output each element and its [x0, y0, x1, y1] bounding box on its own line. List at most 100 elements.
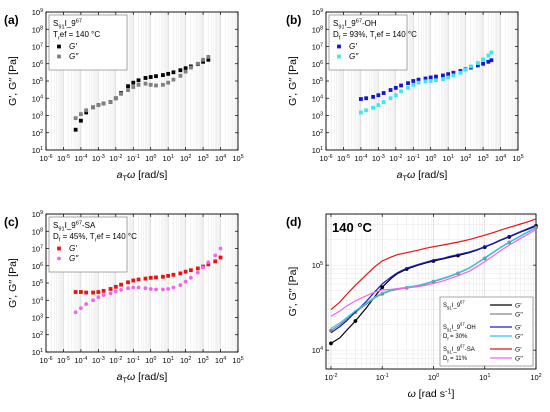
data-point	[96, 295, 101, 300]
x-tick-label: 102	[180, 356, 191, 365]
data-point	[79, 118, 83, 123]
y-tick-label: 103	[32, 314, 43, 323]
data-point	[108, 100, 113, 104]
data-point	[206, 260, 211, 265]
data-point	[79, 306, 83, 311]
y-tick-label: 109	[32, 8, 43, 17]
y-tick-label: 106	[312, 60, 323, 69]
x-tick-label: 10-3	[92, 356, 105, 365]
y-axis-title: G′, G′′ [Pa]	[287, 267, 299, 317]
data-point	[161, 274, 165, 279]
data-point	[143, 81, 148, 86]
series-1	[73, 255, 223, 295]
data-point	[161, 82, 165, 87]
data-point	[113, 284, 118, 289]
data-point	[411, 82, 416, 87]
x-tick-label: 103	[197, 154, 208, 163]
legend-label: G′	[349, 42, 357, 51]
series-group	[359, 50, 494, 115]
data-point	[148, 287, 153, 291]
data-point	[381, 100, 386, 104]
legend-group-label: S91I_967-SA	[443, 344, 475, 355]
data-point	[486, 53, 491, 58]
panel-c: (c) 10-6 10-5 10-4 10-3 10-2 10-1 100 101 102 103 1…	[4, 210, 244, 385]
panel-a: (a) 10-6 10-5 10-4 10-3 10-2 10-1 100 101 102 103 1…	[4, 8, 244, 183]
legend-marker	[57, 256, 61, 261]
x-axis-title: aTω [rad/s]	[117, 169, 168, 183]
x-tick-label: 101	[163, 154, 174, 163]
data-point	[329, 341, 333, 346]
data-point	[136, 277, 141, 282]
y-tick-label: 109	[312, 8, 323, 17]
data-point	[161, 287, 165, 292]
data-point	[195, 266, 200, 271]
data-point	[201, 59, 205, 64]
data-point	[73, 310, 78, 315]
y-tick-label: 108	[32, 25, 43, 34]
data-point	[84, 108, 89, 113]
series-5	[330, 218, 537, 311]
data-point	[451, 73, 456, 78]
x-tick-label: 10-6	[319, 154, 332, 163]
y-tick-label: 105	[32, 77, 43, 86]
y-tick-label: 102	[312, 129, 323, 138]
data-point	[91, 105, 96, 110]
x-tick-label: 10-2	[389, 154, 402, 163]
data-point	[73, 290, 78, 294]
data-point	[91, 298, 96, 303]
data-point	[213, 259, 218, 264]
temperature-annotation: 140 °C	[332, 220, 373, 235]
data-point	[486, 59, 491, 64]
x-axis-title: aTω [rad/s]	[397, 169, 448, 183]
x-tick-label: 10-4	[74, 154, 87, 163]
data-point	[148, 82, 153, 87]
data-point	[468, 64, 473, 69]
data-point	[84, 110, 89, 115]
data-point	[428, 75, 433, 80]
data-point	[84, 290, 89, 295]
x-tick-label: 10-1	[127, 154, 140, 163]
data-point	[178, 73, 183, 78]
data-point	[434, 74, 438, 79]
data-point	[416, 80, 421, 85]
legend-group-label: S91I_967-OH	[443, 322, 476, 333]
x-tick-label: 103	[197, 356, 208, 365]
data-point	[371, 94, 376, 99]
x-tick-label: 10-3	[372, 154, 385, 163]
x-tick-label: 105	[232, 154, 243, 163]
legend-box	[328, 14, 408, 71]
data-point	[136, 285, 141, 290]
series-2	[73, 54, 211, 121]
data-point	[364, 96, 369, 101]
data-point	[371, 105, 376, 110]
data-point	[154, 287, 158, 292]
y-axis-title: G′, G′′ [Pa]	[7, 258, 19, 308]
legend-title-line: Df = 93%, Tref = 140 °C	[333, 30, 417, 42]
x-tick-label: 10-5	[57, 154, 70, 163]
series-group	[73, 54, 211, 132]
legend-label: G′	[515, 303, 522, 310]
legend-label: G′′	[515, 334, 523, 341]
data-point	[161, 73, 165, 77]
data-point	[166, 287, 171, 291]
legend-label: G′′	[69, 52, 79, 61]
x-tick-label: 100	[145, 356, 156, 365]
y-tick-label: 105	[32, 279, 43, 288]
data-point	[399, 83, 403, 88]
y-tick-label: 101	[32, 146, 43, 155]
data-point	[154, 83, 158, 88]
x-tick-label: 104	[215, 154, 226, 163]
y-tick-label: 104	[312, 94, 323, 103]
legend-label: G′	[515, 325, 522, 332]
x-tick-label: 101	[163, 356, 174, 365]
panel-d: (d) 10-2 10-1 100 101 102 104 105 ω [rad s-1] G′,…	[286, 213, 542, 400]
legend-marker	[337, 44, 341, 49]
legend-label: G′	[69, 244, 77, 253]
data-point	[213, 253, 218, 258]
x-tick-label: 10-2	[324, 373, 337, 382]
legend-title-line: Tref = 140 °C	[53, 30, 100, 42]
legend-group-label: S91I_967	[443, 300, 465, 311]
